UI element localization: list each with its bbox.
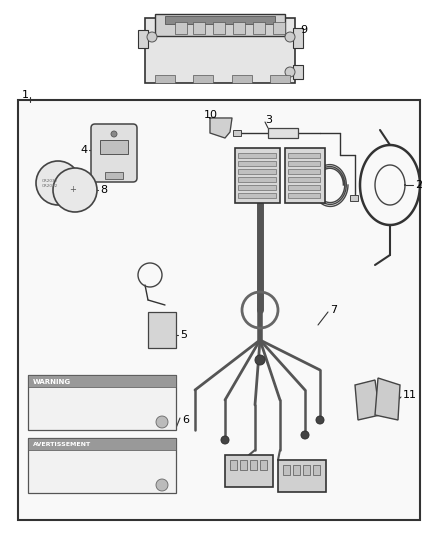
Circle shape xyxy=(53,168,97,212)
Bar xyxy=(250,460,257,470)
Bar xyxy=(293,65,303,79)
Text: WARNING: WARNING xyxy=(33,379,71,385)
Circle shape xyxy=(156,416,168,428)
Bar xyxy=(138,30,148,48)
Bar xyxy=(230,460,237,470)
Bar xyxy=(350,195,358,201)
Bar xyxy=(288,169,320,174)
Text: 1: 1 xyxy=(22,90,29,100)
Bar xyxy=(285,148,325,203)
Bar xyxy=(240,460,247,470)
Bar xyxy=(238,177,276,182)
Bar xyxy=(193,75,213,83)
Bar xyxy=(28,375,176,387)
Circle shape xyxy=(285,67,295,77)
Bar xyxy=(193,22,205,34)
Bar xyxy=(238,169,276,174)
Bar xyxy=(225,455,273,487)
Text: 7: 7 xyxy=(330,305,337,315)
Bar xyxy=(155,14,285,36)
Bar xyxy=(148,312,176,348)
Bar xyxy=(233,130,241,136)
Bar xyxy=(213,22,225,34)
Text: 9: 9 xyxy=(300,25,307,35)
FancyBboxPatch shape xyxy=(91,124,137,182)
Bar xyxy=(293,28,303,48)
Bar xyxy=(288,185,320,190)
Text: 2: 2 xyxy=(415,180,422,190)
Bar xyxy=(145,18,295,83)
Text: CR2032: CR2032 xyxy=(42,184,58,188)
Text: 4: 4 xyxy=(81,145,88,155)
Circle shape xyxy=(156,479,168,491)
Polygon shape xyxy=(375,378,400,420)
Bar xyxy=(293,465,300,475)
Bar xyxy=(232,75,252,83)
Bar xyxy=(238,185,276,190)
Text: CR2032: CR2032 xyxy=(42,179,58,183)
Text: 5: 5 xyxy=(180,330,187,340)
Bar xyxy=(233,22,245,34)
Bar xyxy=(313,465,320,475)
Bar xyxy=(28,375,176,430)
Text: 11: 11 xyxy=(403,390,417,400)
Polygon shape xyxy=(355,380,380,420)
Circle shape xyxy=(255,355,265,365)
Bar xyxy=(278,460,326,492)
Circle shape xyxy=(147,32,157,42)
Bar xyxy=(260,460,267,470)
Bar xyxy=(288,177,320,182)
Circle shape xyxy=(316,416,324,424)
Circle shape xyxy=(111,131,117,137)
Bar xyxy=(175,22,187,34)
Text: 3: 3 xyxy=(265,115,272,125)
Circle shape xyxy=(285,32,295,42)
Bar xyxy=(288,193,320,198)
Bar xyxy=(238,193,276,198)
Bar xyxy=(155,75,175,83)
Bar xyxy=(283,465,290,475)
Bar xyxy=(303,465,310,475)
Bar xyxy=(238,161,276,166)
Text: +: + xyxy=(70,185,77,195)
Bar xyxy=(28,438,176,450)
Circle shape xyxy=(301,431,309,439)
Text: AVERTISSEMENT: AVERTISSEMENT xyxy=(33,442,91,448)
Text: 10: 10 xyxy=(204,110,218,120)
Text: 6: 6 xyxy=(182,415,189,425)
Bar xyxy=(288,153,320,158)
Bar xyxy=(268,128,298,138)
Text: 8: 8 xyxy=(100,185,107,195)
Bar xyxy=(273,22,285,34)
Circle shape xyxy=(221,436,229,444)
Bar xyxy=(28,438,176,493)
Bar xyxy=(18,100,420,520)
Circle shape xyxy=(36,161,80,205)
Bar xyxy=(235,148,280,203)
Bar xyxy=(288,161,320,166)
Bar xyxy=(253,22,265,34)
Bar xyxy=(105,172,123,179)
Bar xyxy=(165,16,275,24)
Polygon shape xyxy=(210,118,232,138)
Bar xyxy=(270,75,290,83)
Bar xyxy=(238,153,276,158)
Bar xyxy=(100,140,128,154)
